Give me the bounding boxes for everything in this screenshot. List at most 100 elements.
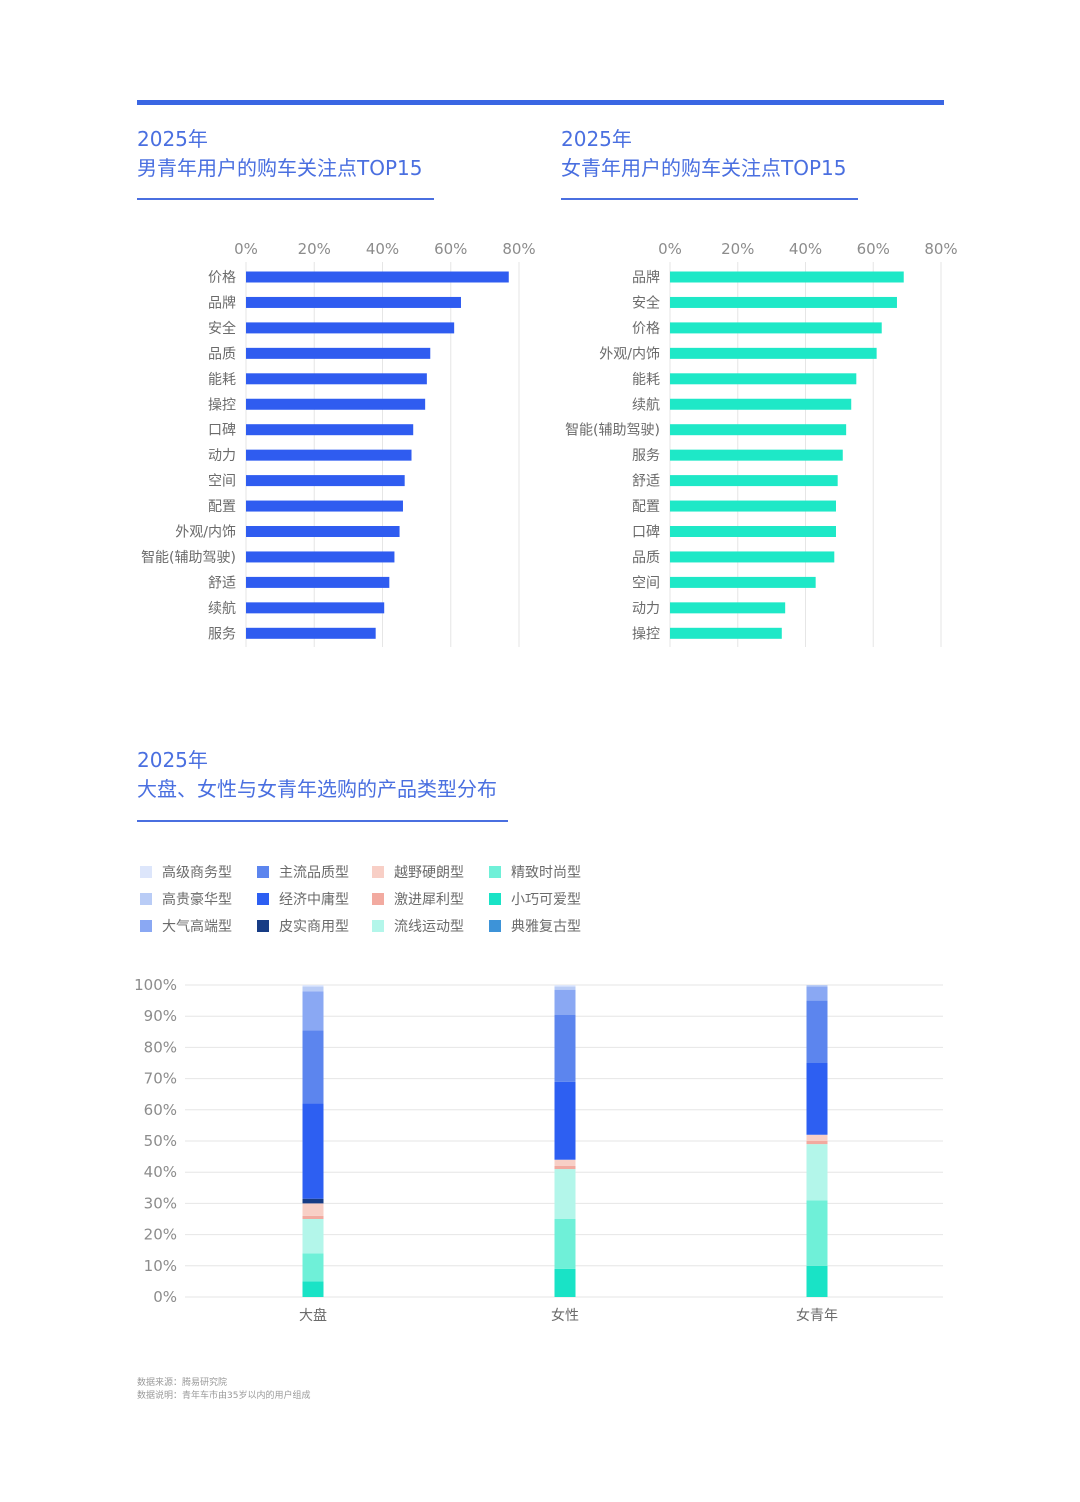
footer: 数据来源：腾易研究院 数据说明：青年车市由35岁以内的用户组成 [137,1377,310,1403]
legend-swatch [140,920,152,932]
male-x-tick-label: 20% [298,240,331,258]
female-bar [670,449,843,461]
male-bar [246,602,385,614]
legend-label: 主流品质型 [279,865,349,881]
female-bar [670,347,877,359]
stack-segment [806,1000,828,1063]
legend-label: 精致时尚型 [511,865,581,881]
legend-swatch [489,893,501,905]
female-category-label: 安全 [632,294,660,311]
female-chart-title-year: 2025年 [561,127,632,151]
female-category-label: 动力 [632,601,660,617]
stack-segment [554,986,576,990]
male-category-label: 配置 [208,499,236,515]
male-chart-title-text: 男青年用户的购车关注点TOP15 [137,156,423,180]
legend-label: 流线运动型 [394,919,464,935]
footer-note: 数据说明：青年车市由35岁以内的用户组成 [137,1391,311,1401]
female-category-label: 续航 [632,396,660,413]
female-bar [670,526,836,537]
legend-swatch [489,866,501,878]
female-bar [670,551,835,563]
male-category-label: 外观/内饰 [175,525,236,541]
stack-segment [554,1268,576,1297]
male-x-tick-label: 0% [234,240,258,258]
male-category-label: 服务 [208,626,236,642]
male-bar [246,576,390,588]
female-x-tick-label: 80% [924,240,957,258]
male-bar [246,271,509,283]
y-tick-label: 90% [144,1007,177,1025]
stack-segment [554,1165,576,1170]
legend-label: 皮实商用型 [279,919,349,935]
male-category-label: 空间 [208,474,236,490]
legend-label: 高贵豪华型 [162,891,232,908]
stack-segment [302,986,324,992]
stack-segment [554,1169,576,1219]
female-category-label: 操控 [632,626,660,642]
female-bar [670,271,904,283]
male-category-label: 价格 [208,270,236,286]
stack-chart-title: 2025年 大盘、女性与女青年选购的产品类型分布 [137,746,497,804]
stack-segment [554,989,576,1015]
y-tick-label: 10% [144,1257,177,1275]
stack-segment [302,1198,324,1204]
female-category-label: 口碑 [632,525,660,541]
male-category-label: 智能(辅助驾驶) [141,550,236,566]
female-bar [670,576,816,588]
legend-label: 激进犀利型 [394,891,464,908]
male-title-underline [137,198,434,200]
stack-segment [302,1103,324,1199]
female-category-label: 智能(辅助驾驶) [565,423,660,439]
legend-label: 小巧可爱型 [511,892,581,908]
stack-segment [302,991,324,1031]
legend-swatch [257,920,269,932]
y-tick-label: 50% [144,1132,177,1150]
male-bar [246,322,455,334]
legend-swatch [372,866,384,878]
female-bar [670,475,838,487]
stack-segment [806,985,828,987]
stack-segment [302,1219,324,1254]
stack-segment [302,1203,324,1216]
male-category-label: 续航 [208,600,236,617]
female-chart-title-text: 女青年用户的购车关注点TOP15 [561,156,847,180]
male-category-label: 口碑 [208,423,236,439]
male-bar [246,475,405,487]
male-bar [246,373,427,385]
female-x-tick-label: 20% [721,240,754,258]
male-bar [246,347,431,359]
legend-swatch [140,866,152,878]
male-chart-title-year: 2025年 [137,127,208,151]
male-chart-group: 0% 20% 40% 60% 80% 价格品牌安全品质能耗操控口碑动力空间配置外观/内饰智… [141,240,536,647]
male-bar [246,449,412,461]
stack-segment [806,986,828,1001]
male-bar [246,551,395,563]
x-category-label: 大盘 [299,1307,327,1324]
female-bar [670,322,882,334]
female-bar [670,398,852,410]
stack-segment [806,1144,828,1201]
male-chart-title: 2025年 男青年用户的购车关注点TOP15 [137,125,422,183]
male-bar [246,296,461,308]
y-tick-label: 20% [144,1226,177,1244]
female-x-tick-label: 0% [658,240,682,258]
legend-swatch [489,920,501,932]
stack-chart-title-year: 2025年 [137,748,208,772]
male-bar [246,398,426,410]
stack-segment [554,1014,576,1082]
female-category-label: 空间 [632,575,660,591]
female-category-label: 价格 [632,321,660,337]
x-category-label: 女性 [551,1307,579,1324]
female-bar [670,602,786,614]
y-tick-label: 30% [144,1194,177,1212]
legend-swatch [257,866,269,878]
female-category-label: 品牌 [632,269,660,286]
male-category-label: 操控 [208,397,236,413]
legend-swatch [372,893,384,905]
legend-swatch [257,893,269,905]
female-bar [670,373,857,385]
stack-chart-title-text: 大盘、女性与女青年选购的产品类型分布 [137,777,497,801]
legend-label: 高级商务型 [162,864,232,881]
stack-segment [302,1030,324,1104]
